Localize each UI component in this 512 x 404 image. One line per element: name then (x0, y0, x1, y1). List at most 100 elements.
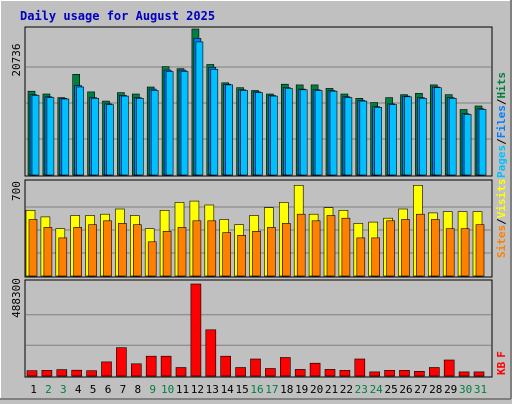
sites-bar (475, 224, 485, 277)
pages-bar (463, 114, 472, 176)
kbytes-bar (309, 362, 321, 377)
legend-sites: Sites (495, 225, 508, 258)
day-label: 14 (221, 383, 235, 396)
day-label: 3 (60, 383, 67, 396)
chart-title: Daily usage for August 2025 (20, 9, 215, 23)
kbytes-bar (294, 369, 306, 377)
kbytes-bar (175, 367, 187, 377)
pages-bar (374, 107, 383, 176)
pages-bar (91, 98, 99, 176)
day-label: 17 (265, 383, 278, 396)
sites-bar (28, 219, 38, 277)
sites-bar (296, 213, 306, 277)
sites-bar (341, 217, 351, 277)
pages-bar (106, 104, 114, 176)
kbytes-bar (26, 370, 38, 377)
day-label: 9 (149, 383, 156, 396)
day-label: 7 (120, 383, 127, 396)
day-label: 15 (235, 383, 248, 396)
day-label: 20 (310, 383, 323, 396)
sites-bar (356, 237, 366, 277)
kbytes-bar (414, 370, 425, 377)
kbytes-bar (190, 283, 202, 377)
pages-bar (419, 98, 427, 176)
sites-bar (207, 220, 217, 277)
day-label: 28 (429, 383, 442, 396)
pages-bar (46, 97, 55, 176)
pages-bar (150, 90, 159, 176)
kbytes-bar (131, 363, 142, 377)
kbytes-bar (458, 371, 470, 377)
bars-group (25, 28, 487, 377)
day-label: 13 (206, 383, 219, 396)
visits-max-label: 700 (10, 181, 23, 201)
day-label: 31 (474, 383, 487, 396)
sites-bar (252, 231, 261, 277)
kbytes-max-label: 488300 (10, 278, 23, 318)
sites-bar (237, 235, 246, 277)
legend-visits: Visits (495, 179, 508, 219)
day-label: 25 (384, 383, 397, 396)
day-label: 11 (176, 383, 189, 396)
sites-bar (118, 223, 127, 277)
pages-bar (448, 98, 457, 176)
pages-bar (31, 95, 40, 176)
pages-bar (225, 84, 233, 176)
legend-files: Files (495, 105, 508, 138)
kbytes-bar (145, 355, 157, 377)
kbytes-bar (220, 355, 231, 377)
day-label: 5 (90, 383, 97, 396)
pages-bar (61, 98, 70, 176)
kbytes-bar (56, 369, 68, 377)
pages-bar (136, 98, 144, 176)
pages-bar (314, 90, 323, 176)
day-label: 12 (191, 383, 204, 396)
day-label: 29 (444, 383, 457, 396)
sites-bar (416, 213, 425, 277)
pages-bar (210, 69, 219, 176)
kbytes-bar (41, 369, 53, 377)
day-labels: 1 2 3 4 5 6 7 8 9 10 11 12 13 14 15 16 17 18 19 20 21 22 23 24 2… (30, 383, 487, 396)
kbytes-bar (428, 367, 440, 377)
kbytes-bar (339, 369, 351, 377)
legend-kbytes-panel: KB F (495, 351, 508, 375)
kbytes-bar (354, 358, 366, 377)
sites-bar (222, 232, 231, 277)
sites-bar (267, 227, 276, 277)
pages-bar (329, 90, 338, 176)
sites-bar (147, 241, 157, 277)
day-label: 6 (105, 383, 112, 396)
pages-bar (240, 90, 248, 176)
kbytes-bar (473, 371, 485, 377)
sites-bar (386, 220, 395, 277)
legend-f: F (495, 351, 508, 358)
day-label: 26 (399, 383, 412, 396)
legend-visits-panel: Sites/Visits (495, 179, 508, 259)
kbytes-bar (443, 359, 455, 377)
legend-hits-panel: Pages/Files/Hits (495, 72, 508, 178)
pages-bar (433, 87, 442, 176)
day-label: 21 (325, 383, 338, 396)
kbytes-bar (160, 355, 172, 377)
day-label: 8 (134, 383, 141, 396)
kbytes-bar (250, 358, 261, 377)
sites-bar (162, 231, 172, 277)
sites-bar (401, 219, 410, 277)
sites-bar (430, 219, 440, 277)
kbytes-bar (369, 371, 381, 377)
kbytes-bar (265, 368, 276, 377)
sites-bar (311, 220, 321, 277)
pages-bar (404, 96, 412, 176)
day-label: 24 (370, 383, 384, 396)
legend-kb: KB (495, 361, 508, 375)
kbytes-bar (71, 369, 82, 377)
kbytes-bar (86, 370, 97, 377)
pages-bar (270, 95, 278, 176)
day-label: 23 (355, 383, 368, 396)
sites-bar (43, 227, 53, 277)
kbytes-bar (399, 369, 410, 377)
kbytes-bar (235, 367, 246, 377)
sites-bar (192, 220, 202, 277)
day-label: 30 (459, 383, 472, 396)
